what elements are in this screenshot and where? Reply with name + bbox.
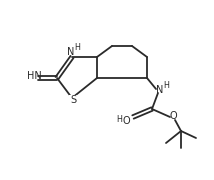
Text: H: H xyxy=(116,114,122,123)
Text: N: N xyxy=(67,47,75,57)
Text: O: O xyxy=(122,116,130,126)
Text: H: H xyxy=(74,42,80,51)
Text: N: N xyxy=(156,85,164,95)
Text: S: S xyxy=(70,95,76,105)
Text: H: H xyxy=(163,80,169,89)
Text: HN: HN xyxy=(27,71,41,81)
Text: O: O xyxy=(169,111,177,121)
